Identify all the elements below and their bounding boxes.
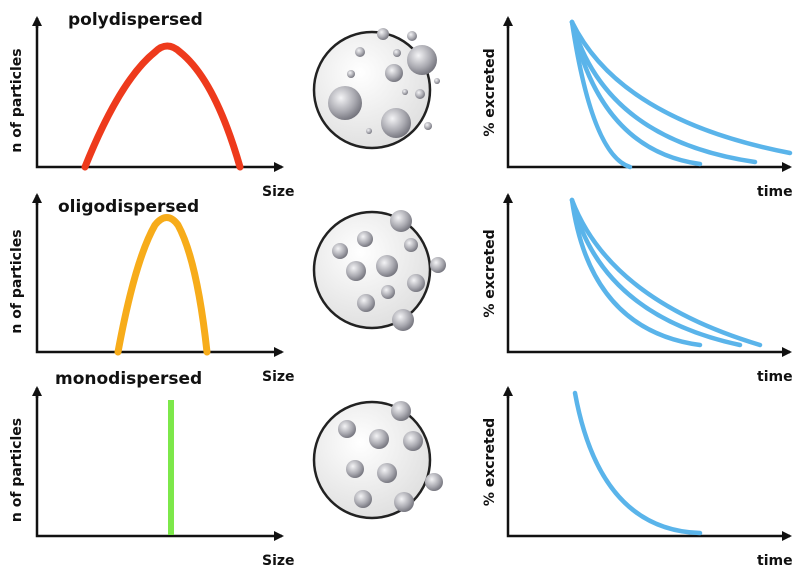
particle (338, 420, 356, 438)
particle (366, 128, 372, 134)
excretion-curve (569, 197, 703, 348)
particle (430, 257, 446, 273)
particle (390, 210, 412, 232)
particle (394, 492, 414, 512)
particle (346, 261, 366, 281)
particle (354, 490, 372, 508)
y-label: n of particles (9, 229, 25, 333)
row-title: polydispersed (68, 10, 203, 30)
x-label: time (757, 553, 793, 569)
row: monodispersed n of particles Size % excrete… (9, 369, 793, 569)
particle (393, 49, 401, 57)
y-label: % excreted (482, 48, 498, 136)
excretion-axes (506, 195, 792, 357)
particle (407, 274, 425, 292)
distribution-curve (81, 42, 244, 171)
size-axes (35, 388, 284, 541)
row: oligodispersed n of particles Size % excret… (9, 193, 793, 385)
y-label: % excreted (482, 229, 498, 317)
particle (332, 243, 348, 259)
size-axes (35, 18, 284, 172)
particle (381, 108, 411, 138)
particle (376, 255, 398, 277)
y-label: n of particles (9, 418, 25, 522)
x-label: Size (262, 369, 295, 385)
row-title: oligodispersed (58, 197, 199, 217)
particle (377, 463, 397, 483)
x-label: Size (262, 553, 295, 569)
y-label: n of particles (9, 48, 25, 152)
particle (424, 122, 432, 130)
row: polydispersed n of particles Size % excrete… (9, 10, 793, 200)
particle (404, 238, 418, 252)
excretion-axes (506, 18, 792, 172)
particle (346, 460, 364, 478)
particle (392, 309, 414, 331)
excretion-curve (569, 197, 763, 348)
excretion-curve (572, 390, 703, 536)
particle (402, 89, 408, 95)
excretion-axes (506, 388, 792, 541)
excretion-curve (569, 19, 758, 165)
particle-dish (312, 210, 432, 330)
excretion-curve (569, 197, 743, 348)
particle (377, 28, 389, 40)
distribution-curve (114, 214, 211, 356)
excretion-curve (569, 19, 633, 170)
particle (425, 473, 443, 491)
particle (391, 401, 411, 421)
particle (385, 64, 403, 82)
x-label: time (757, 184, 793, 200)
particle (381, 285, 395, 299)
particle (357, 231, 373, 247)
particle (357, 294, 375, 312)
particle (347, 70, 355, 78)
particle (415, 89, 425, 99)
excretion-curve (569, 19, 703, 167)
row-title: monodispersed (55, 369, 202, 389)
particle (407, 45, 437, 75)
particle (434, 78, 440, 84)
particle (403, 431, 423, 451)
x-label: Size (262, 184, 295, 200)
size-axes (35, 195, 284, 357)
particle (355, 47, 365, 57)
particle (328, 86, 362, 120)
particle (407, 31, 417, 41)
y-label: % excreted (482, 418, 498, 506)
excretion-curve (569, 19, 793, 156)
particle (369, 429, 389, 449)
x-label: time (757, 369, 793, 385)
